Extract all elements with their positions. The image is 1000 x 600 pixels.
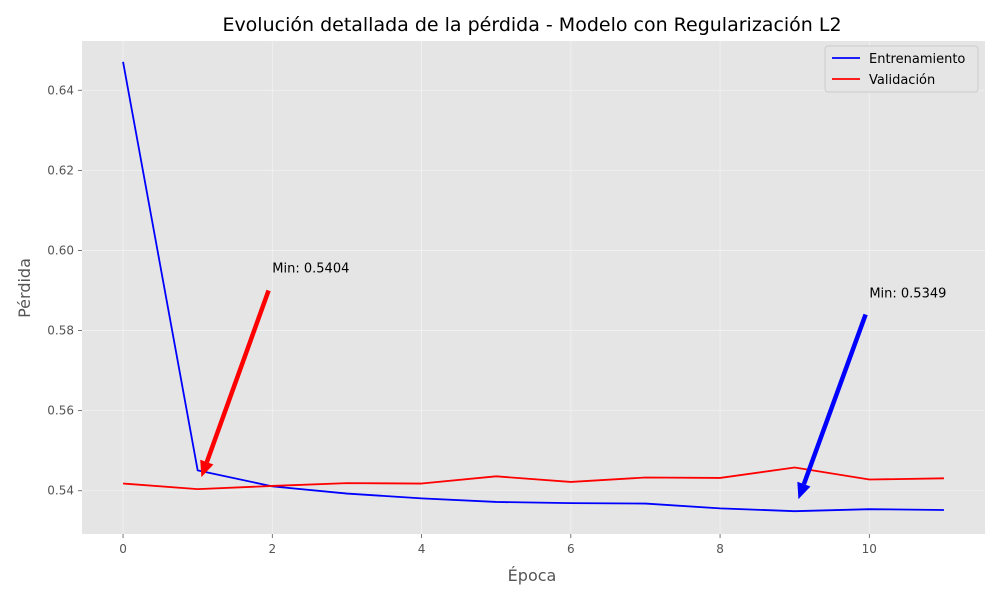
plot-area <box>82 41 985 534</box>
x-axis-label: Época <box>508 566 557 585</box>
y-tick-label: 0.54 <box>47 484 74 498</box>
ticks: 0 2 4 6 8 10 0.54 0.56 0.58 0.60 0.62 0.64 <box>47 83 877 556</box>
x-tick-label: 8 <box>716 542 724 556</box>
x-tick-label: 0 <box>119 542 127 556</box>
annotations: Min: 0.5404 Min: 0.5349 <box>200 261 946 500</box>
annotation-label: Min: 0.5404 <box>272 261 349 276</box>
y-tick-label: 0.60 <box>47 243 74 257</box>
x-tick-label: 4 <box>418 542 426 556</box>
legend-label-entrenamiento: Entrenamiento <box>869 52 965 67</box>
y-tick-label: 0.58 <box>47 324 74 338</box>
y-tick-label: 0.62 <box>47 163 74 177</box>
grid <box>82 41 985 534</box>
x-tick-label: 10 <box>862 542 877 556</box>
annotation-arrow-head <box>200 459 214 478</box>
y-axis-label: Pérdida <box>15 258 34 318</box>
y-tick-label: 0.56 <box>47 404 74 418</box>
chart-title: Evolución detallada de la pérdida - Mode… <box>222 14 841 36</box>
x-tick-label: 2 <box>268 542 276 556</box>
legend-box <box>824 45 979 93</box>
y-tick-label: 0.64 <box>47 83 74 97</box>
annotation-arrow-shaft <box>801 313 868 485</box>
x-tick-label: 6 <box>567 542 575 556</box>
legend: Entrenamiento Validación <box>824 45 979 93</box>
annotation-label: Min: 0.5349 <box>869 287 946 302</box>
legend-label-validacion: Validación <box>869 73 935 88</box>
series-line-entrenamiento <box>122 61 944 513</box>
annotation-arrow-head <box>797 481 811 500</box>
annotation-arrow-shaft <box>204 289 271 463</box>
